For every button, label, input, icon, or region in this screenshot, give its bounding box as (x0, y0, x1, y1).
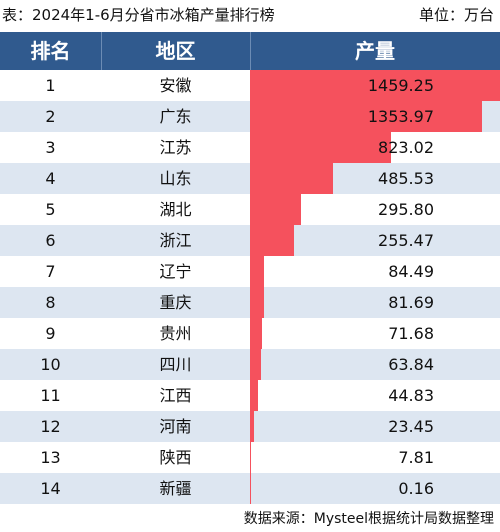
table-row: 10 四川 63.84 (0, 349, 500, 380)
region-cell: 江苏 (159, 138, 192, 157)
output-value: 1459.25 (367, 76, 434, 95)
rank-cell: 14 (40, 479, 61, 498)
rank-cell: 6 (45, 231, 56, 250)
rank-cell: 3 (45, 138, 56, 157)
table-row: 3 江苏 823.02 (0, 132, 500, 163)
rank-cell: 4 (45, 169, 56, 188)
header-output: 产量 (355, 39, 395, 63)
table-row: 6 浙江 255.47 (0, 225, 500, 256)
table-row: 14 新疆 0.16 (0, 473, 500, 504)
table-row: 12 河南 23.45 (0, 411, 500, 442)
output-bar (250, 380, 258, 411)
rank-cell: 11 (40, 386, 61, 405)
output-bar (250, 256, 264, 287)
region-cell: 陕西 (159, 448, 192, 467)
table-header: 排名 地区 产量 (0, 32, 500, 70)
output-value: 1353.97 (367, 107, 434, 126)
rank-cell: 2 (45, 107, 56, 126)
output-bar (250, 318, 262, 349)
region-cell: 浙江 (159, 231, 192, 250)
output-bar (250, 442, 251, 473)
rank-cell: 8 (45, 293, 56, 312)
output-bar (250, 411, 254, 442)
rank-cell: 13 (40, 448, 61, 467)
region-cell: 河南 (159, 417, 192, 436)
output-value: 23.45 (388, 417, 434, 436)
header-rank: 排名 (30, 39, 71, 63)
rank-cell: 10 (40, 355, 61, 374)
data-source: 数据来源：Mysteel根据统计局数据整理 (243, 511, 494, 527)
caption-bar: 表：2024年1-6月分省市冰箱产量排行榜 单位：万台 (0, 0, 500, 32)
table-row: 7 辽宁 84.49 (0, 256, 500, 287)
table-row: 13 陕西 7.81 (0, 442, 500, 473)
rank-cell: 5 (45, 200, 56, 219)
region-cell: 山东 (159, 169, 192, 188)
rank-cell: 1 (45, 76, 56, 95)
table-row: 5 湖北 295.80 (0, 194, 500, 225)
region-cell: 贵州 (159, 324, 192, 343)
output-value: 823.02 (378, 138, 434, 157)
output-value: 7.81 (398, 448, 434, 467)
output-bar (250, 349, 261, 380)
output-bar (250, 101, 482, 132)
table-row: 4 山东 485.53 (0, 163, 500, 194)
rank-cell: 7 (45, 262, 56, 281)
region-cell: 四川 (159, 355, 192, 374)
table-row: 1 安徽 1459.25 (0, 70, 500, 101)
table-row: 9 贵州 71.68 (0, 318, 500, 349)
unit-label: 单位：万台 (418, 6, 494, 24)
output-bar (250, 225, 294, 256)
rank-cell: 12 (40, 417, 61, 436)
output-value: 84.49 (388, 262, 434, 281)
output-value: 255.47 (378, 231, 434, 250)
output-value: 295.80 (378, 200, 434, 219)
region-cell: 新疆 (159, 479, 192, 498)
output-bar (250, 287, 264, 318)
output-value: 44.83 (388, 386, 434, 405)
region-cell: 辽宁 (159, 262, 192, 281)
header-region: 地区 (155, 39, 196, 63)
table-row: 2 广东 1353.97 (0, 101, 500, 132)
output-value: 485.53 (378, 169, 434, 188)
header-divider (250, 32, 251, 70)
rank-cell: 9 (45, 324, 56, 343)
table-body: 1 安徽 1459.25 2 广东 1353.97 3 江苏 823.02 4 山东 485.53 5 湖… (0, 70, 500, 504)
header-divider (101, 32, 102, 70)
region-cell: 重庆 (159, 293, 192, 312)
output-bar (250, 473, 251, 504)
region-cell: 江西 (159, 386, 192, 405)
table-title: 表：2024年1-6月分省市冰箱产量排行榜 (2, 6, 275, 24)
output-value: 71.68 (388, 324, 434, 343)
region-cell: 广东 (159, 107, 192, 126)
output-bar (250, 163, 333, 194)
output-bar (250, 70, 500, 101)
output-value: 0.16 (398, 479, 434, 498)
output-bar (250, 194, 301, 225)
region-cell: 湖北 (159, 200, 192, 219)
output-value: 63.84 (388, 355, 434, 374)
output-value: 81.69 (388, 293, 434, 312)
region-cell: 安徽 (159, 76, 192, 95)
table-row: 11 江西 44.83 (0, 380, 500, 411)
table-row: 8 重庆 81.69 (0, 287, 500, 318)
output-bar (250, 132, 391, 163)
